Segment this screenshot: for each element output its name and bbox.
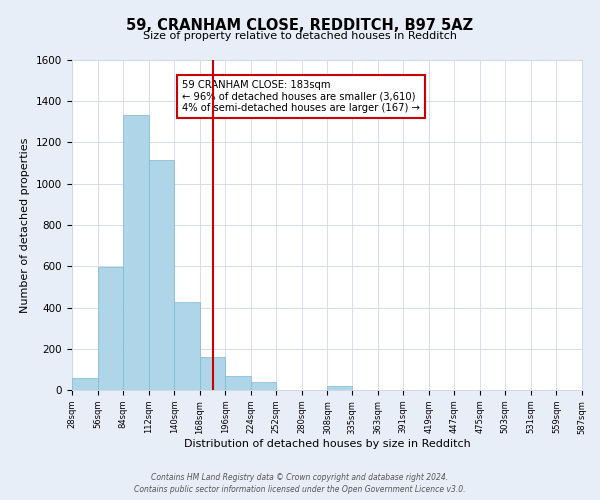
Bar bbox=[328, 386, 352, 390]
Bar bbox=[200, 357, 225, 390]
Y-axis label: Number of detached properties: Number of detached properties bbox=[20, 138, 31, 312]
Bar bbox=[174, 302, 200, 390]
Text: 59, CRANHAM CLOSE, REDDITCH, B97 5AZ: 59, CRANHAM CLOSE, REDDITCH, B97 5AZ bbox=[127, 18, 473, 32]
Bar bbox=[98, 268, 123, 390]
Text: Size of property relative to detached houses in Redditch: Size of property relative to detached ho… bbox=[143, 31, 457, 41]
X-axis label: Distribution of detached houses by size in Redditch: Distribution of detached houses by size … bbox=[184, 440, 470, 450]
Text: 59 CRANHAM CLOSE: 183sqm
← 96% of detached houses are smaller (3,610)
4% of semi: 59 CRANHAM CLOSE: 183sqm ← 96% of detach… bbox=[182, 80, 419, 113]
Bar bbox=[225, 376, 251, 390]
Text: Contains HM Land Registry data © Crown copyright and database right 2024.
Contai: Contains HM Land Registry data © Crown c… bbox=[134, 472, 466, 494]
Bar bbox=[123, 114, 149, 390]
Bar bbox=[72, 378, 98, 390]
Bar bbox=[251, 382, 277, 390]
Bar bbox=[149, 160, 174, 390]
